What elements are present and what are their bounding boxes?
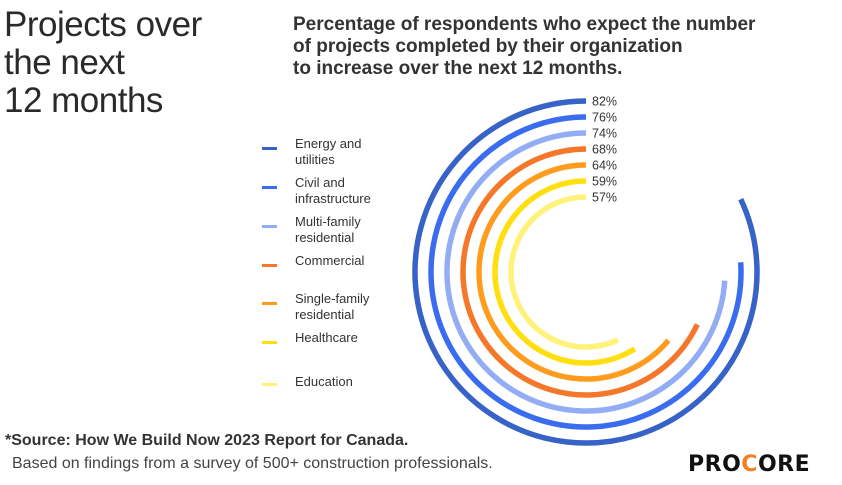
chart-title: Percentage of respondents who expect the… xyxy=(293,14,833,80)
arc-civil-and-infrastructure xyxy=(428,114,744,430)
legend-label-line: Single-family xyxy=(295,291,370,306)
page-title: Projects over the next 12 months xyxy=(4,6,202,120)
legend-label-line: Energy and xyxy=(295,136,362,151)
legend-label-line: residential xyxy=(295,230,355,245)
legend-label-line: Healthcare xyxy=(295,330,358,345)
legend-label: Single-family residential xyxy=(295,291,425,323)
arc-multi-family-residential xyxy=(444,130,728,414)
title-line: 12 months xyxy=(4,81,163,120)
chart-title-line: to increase over the next 12 months. xyxy=(293,58,623,79)
data-label: 57% xyxy=(592,191,617,205)
title-line: the next xyxy=(4,43,125,82)
data-label: 59% xyxy=(592,175,617,189)
data-label: 68% xyxy=(592,143,617,157)
legend-label: Multi-family residential xyxy=(295,214,425,246)
legend-label: Healthcare xyxy=(295,330,425,346)
legend-label-line: utilities xyxy=(295,152,335,167)
legend-label: Commercial xyxy=(295,253,425,269)
legend-swatch xyxy=(262,147,277,150)
survey-note: Based on findings from a survey of 500+ … xyxy=(12,455,493,472)
chart-title-line: of projects completed by their organizat… xyxy=(293,36,683,57)
title-line: Projects over xyxy=(4,5,202,44)
arc-energy-and-utilities xyxy=(412,98,760,446)
data-label: 76% xyxy=(592,111,617,125)
arc-education xyxy=(508,194,620,350)
legend-label-line: infrastructure xyxy=(295,191,371,206)
legend-swatch xyxy=(262,186,277,189)
legend-label-line: Education xyxy=(295,374,353,389)
data-label: 64% xyxy=(592,159,617,173)
legend-label: Education xyxy=(295,374,425,390)
source-text: *Source: How We Build Now 2023 Report fo… xyxy=(5,432,409,449)
legend-label-line: Civil and xyxy=(295,175,345,190)
legend-swatch xyxy=(262,383,277,386)
arc-single-family-residential xyxy=(476,162,671,382)
legend-label-line: residential xyxy=(295,307,355,322)
legend-swatch xyxy=(262,225,277,228)
chart-title-line: Percentage of respondents who expect the… xyxy=(293,14,756,35)
arc-healthcare xyxy=(492,178,637,366)
legend-label-line: Commercial xyxy=(295,253,365,268)
legend-swatch xyxy=(262,341,277,344)
legend-swatch xyxy=(262,302,277,305)
data-label: 82% xyxy=(592,95,617,109)
arc-commercial xyxy=(460,146,700,398)
data-label: 74% xyxy=(592,127,617,141)
legend-label: Energy and utilities xyxy=(295,136,425,168)
legend-label-line: Multi-family xyxy=(295,214,361,229)
procore-logo: PROCORE xyxy=(688,452,811,477)
legend-swatch xyxy=(262,264,277,267)
legend-label: Civil and infrastructure xyxy=(295,175,425,207)
